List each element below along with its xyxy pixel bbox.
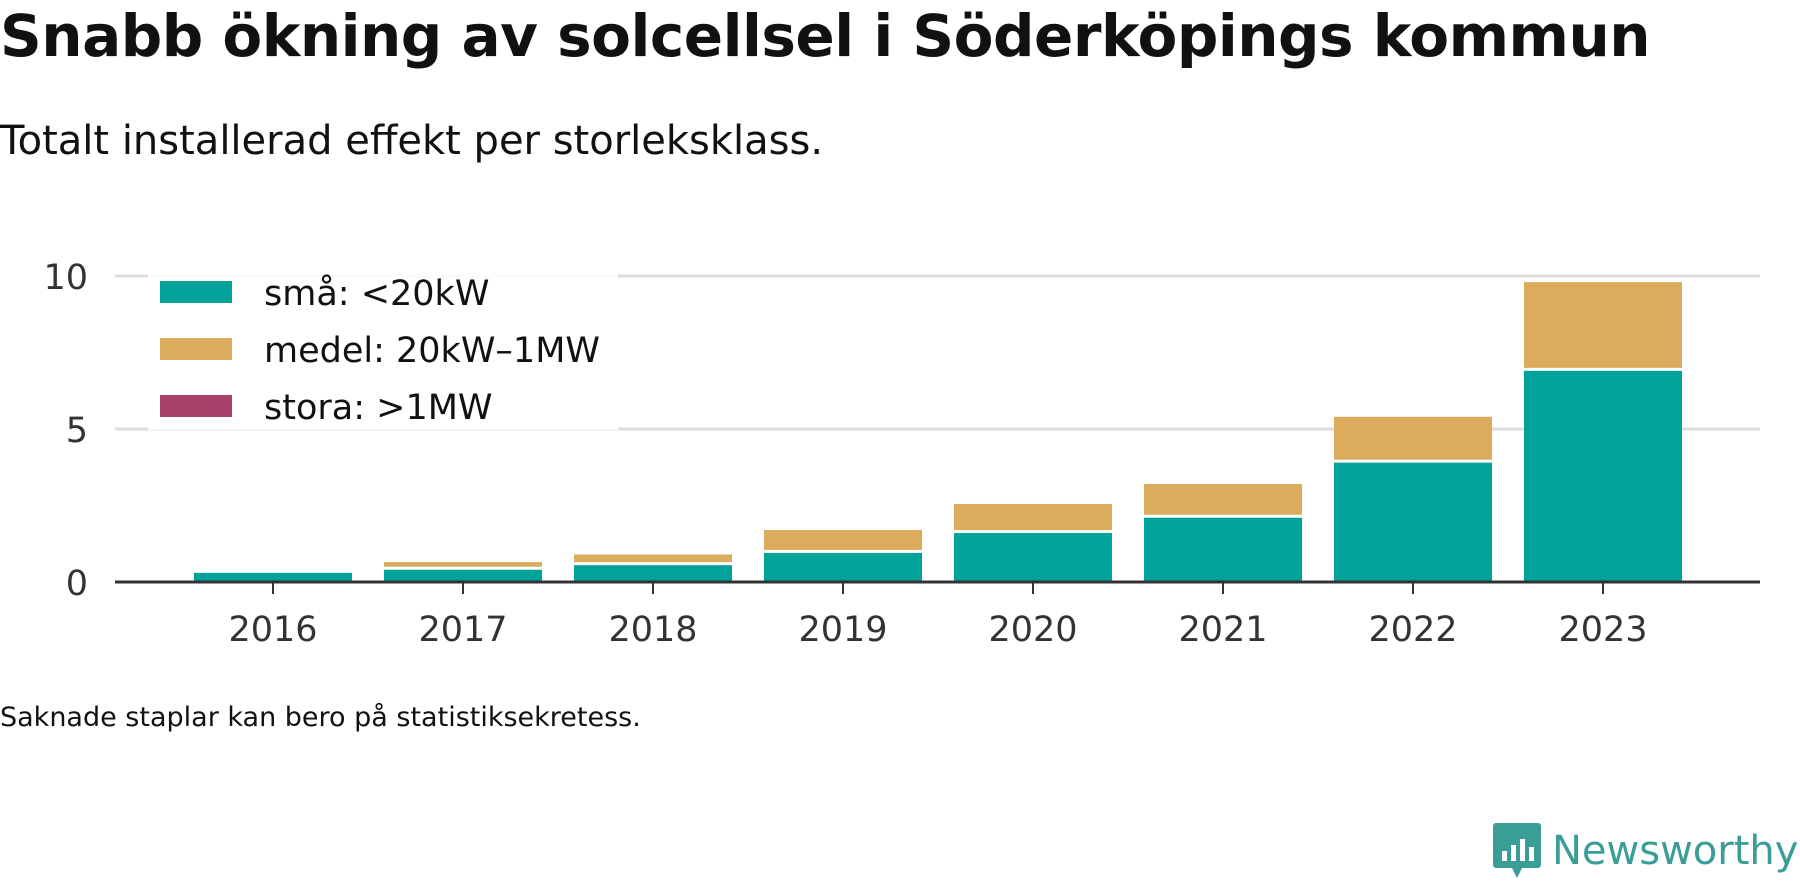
bar-2020-series-1 [954, 503, 1112, 531]
bar-2023-series-1 [1524, 282, 1682, 368]
legend-label: små: <20kW [264, 273, 489, 314]
bar-2016-series-0 [194, 572, 352, 582]
bar-2017-series-0 [384, 569, 542, 582]
bar-2020-series-0 [954, 533, 1112, 582]
stacked-bar-chart: 0 5 10 2016 2017 2018 2019 2020 2021 2022 2023 små… [43, 258, 1760, 650]
chart-subtitle: Totalt installerad effekt per storlekskl… [0, 118, 824, 164]
bar-2021-series-1 [1144, 484, 1302, 515]
bar-2023-series-0 [1524, 370, 1682, 582]
legend-swatch [160, 281, 232, 303]
y-tick-label: 5 [66, 411, 88, 451]
legend-label: medel: 20kW–1MW [264, 331, 600, 371]
legend-swatch [160, 395, 232, 417]
bar-2022-series-1 [1334, 416, 1492, 460]
bar-2018-series-0 [574, 565, 732, 582]
newsworthy-logo[interactable]: Newsworthy [1492, 821, 1798, 881]
bar-2019-series-1 [764, 529, 922, 550]
x-tick-label: 2019 [798, 610, 887, 650]
x-tick-label: 2020 [988, 610, 1077, 650]
x-tick-label: 2018 [608, 610, 697, 650]
x-tick-label: 2023 [1558, 610, 1647, 650]
bar-2021-series-0 [1144, 517, 1302, 582]
newsworthy-logo-icon [1493, 823, 1541, 878]
bar-2017-series-1 [384, 562, 542, 567]
bar-2019-series-0 [764, 552, 922, 582]
y-tick-label: 0 [66, 564, 88, 604]
chart-title: Snabb ökning av solcellsel i Söderköping… [0, 2, 1651, 70]
x-tick-label: 2022 [1368, 610, 1457, 650]
legend-label: stora: >1MW [264, 388, 493, 428]
bar-2022-series-0 [1334, 462, 1492, 582]
y-tick-label: 10 [43, 258, 88, 298]
bars [194, 282, 1682, 582]
x-tick-label: 2016 [228, 610, 317, 650]
x-tick-label: 2017 [418, 610, 507, 650]
brand-name: Newsworthy [1552, 828, 1799, 874]
legend: små: <20kW medel: 20kW–1MW stora: >1MW [148, 270, 618, 430]
x-tick-label: 2021 [1178, 610, 1267, 650]
axes: 0 5 10 2016 2017 2018 2019 2020 2021 2022 2023 [43, 258, 1760, 650]
bar-2018-series-1 [574, 554, 732, 563]
legend-swatch [160, 338, 232, 360]
footnote: Saknade staplar kan bero på statistiksek… [0, 702, 641, 733]
